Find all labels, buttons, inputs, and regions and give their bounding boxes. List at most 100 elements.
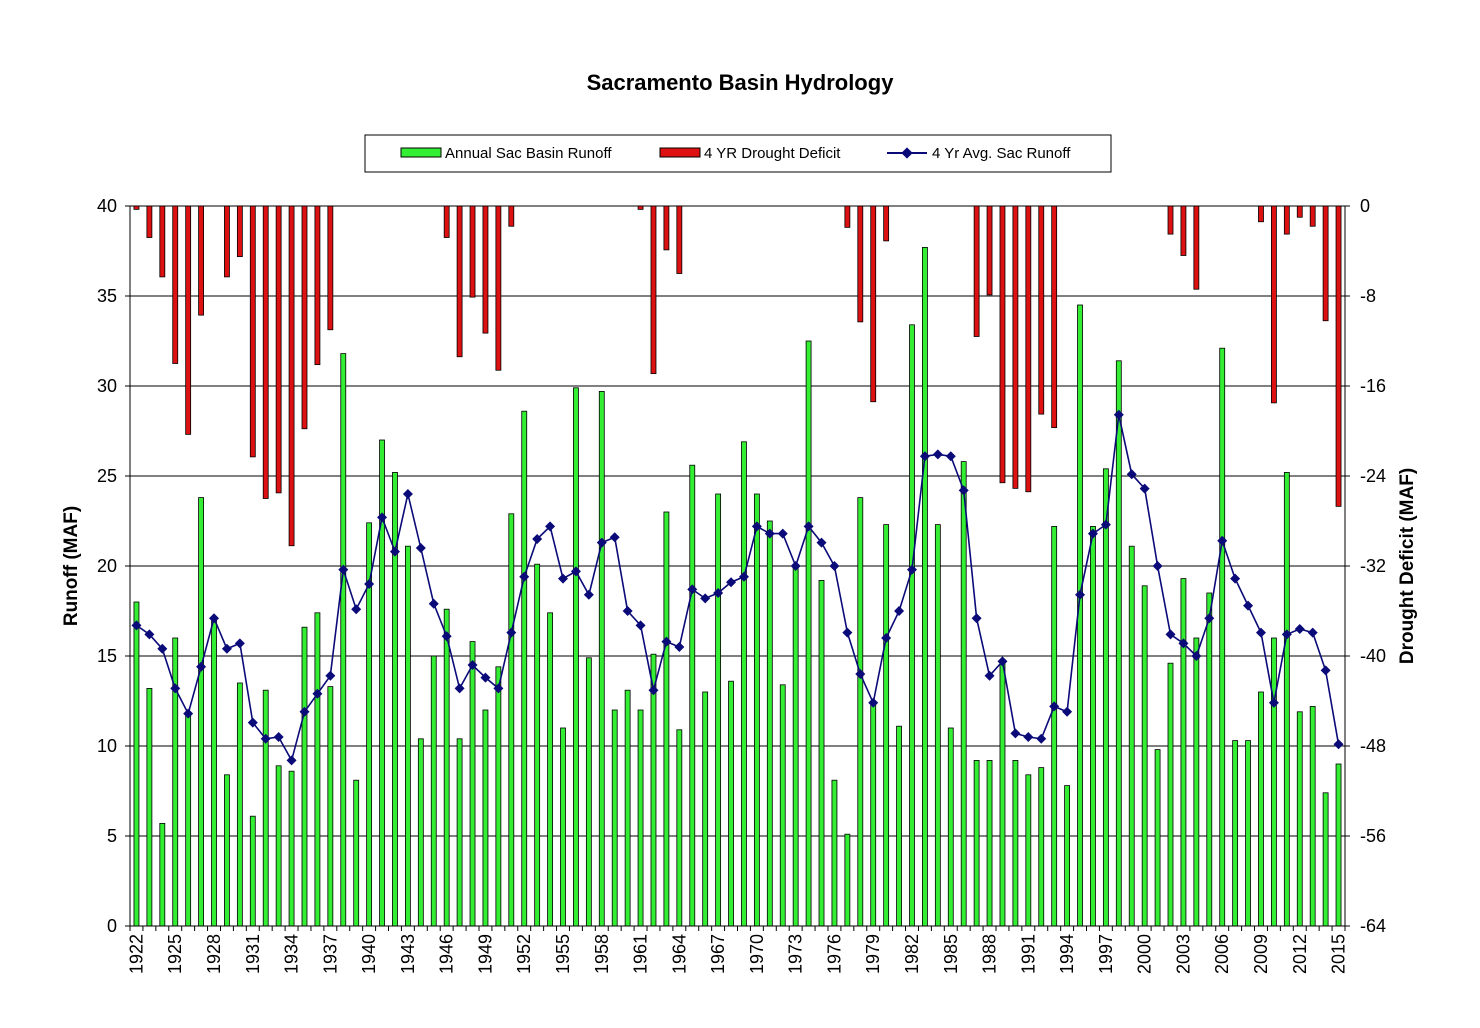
runoff-bar-2004 — [1193, 637, 1200, 927]
avg-runoff-point-2011 — [1281, 629, 1292, 640]
x-tick-label-2006: 2006 — [1212, 934, 1232, 974]
avg-runoff-point-2005 — [1204, 613, 1215, 624]
avg-runoff-point-1928 — [209, 613, 220, 624]
avg-runoff-point-1997 — [1100, 519, 1111, 530]
legend-swatch-runoff — [400, 147, 442, 158]
avg-runoff-point-1945 — [428, 598, 439, 609]
x-tick-label-1982: 1982 — [902, 934, 922, 974]
deficit-bar-1980 — [883, 205, 890, 242]
avg-runoff-point-1999 — [1126, 469, 1137, 480]
runoff-bar-1922 — [133, 601, 140, 927]
avg-runoff-point-1977 — [842, 627, 853, 638]
x-axis-ticks: 1922 1925 1928 1931 1934 1937 1940 1943 1946 1949… — [126, 926, 1349, 974]
avg-runoff-point-1966 — [700, 593, 711, 604]
x-tick-label-2003: 2003 — [1173, 934, 1193, 974]
y-axis-label: Runoff (MAF) — [61, 506, 82, 626]
runoff-bar-1982 — [909, 324, 915, 927]
avg-runoff-point-1926 — [183, 708, 194, 719]
runoff-bar-1996 — [1090, 526, 1096, 927]
avg-runoff-point-1938 — [338, 564, 349, 575]
legend-label-avg: 4 Yr Avg. Sac Runoff — [932, 145, 1071, 162]
deficit-bar-1988 — [986, 205, 993, 296]
avg-runoff-point-1981 — [894, 606, 905, 616]
x-tick-label-1931: 1931 — [243, 934, 263, 974]
runoff-bar-1967 — [715, 493, 722, 927]
avg-runoff-point-1922 — [131, 620, 142, 631]
x-tick-label-1943: 1943 — [398, 934, 418, 974]
runoff-bar-2003 — [1180, 578, 1187, 927]
y2-tick-label-8: -64 — [1360, 916, 1386, 936]
avg-runoff-point-1992 — [1036, 733, 1047, 744]
y-tick-label-2: 10 — [97, 736, 117, 756]
x-tick-label-1964: 1964 — [669, 934, 689, 974]
deficit-bar-1962 — [650, 205, 657, 375]
y2-tick-label-1: -8 — [1360, 286, 1376, 306]
avg-runoff-point-1971 — [764, 528, 775, 539]
runoff-bar-1992 — [1038, 767, 1045, 927]
runoff-bar-1999 — [1128, 545, 1135, 927]
runoff-bar-1965 — [689, 464, 696, 927]
x-tick-label-1958: 1958 — [592, 934, 612, 974]
y2-tick-label-4: -32 — [1360, 556, 1386, 576]
y2-axis-label: Drought Deficit (MAF) — [1397, 468, 1418, 664]
y-tick-label-0: 0 — [107, 916, 117, 936]
runoff-bar-1959 — [611, 709, 618, 927]
avg-runoff-point-1976 — [829, 561, 840, 571]
runoff-bar-1970 — [753, 493, 760, 927]
x-tick-label-1961: 1961 — [631, 934, 651, 974]
runoff-bar-1984 — [934, 524, 941, 927]
x-tick-label-1934: 1934 — [282, 934, 302, 974]
avg-runoff-point-1949 — [480, 672, 491, 683]
avg-runoff-point-1984 — [932, 449, 943, 460]
deficit-bar-2014 — [1322, 205, 1329, 322]
avg-runoff-point-1939 — [351, 604, 362, 615]
x-tick-label-1979: 1979 — [863, 934, 883, 974]
y2-tick-label-5: -40 — [1360, 646, 1386, 666]
avg-runoff-point-2010 — [1268, 697, 1279, 708]
deficit-bar-1951 — [508, 205, 515, 227]
runoff-bar-2008 — [1245, 740, 1251, 927]
avg-runoff-point-1975 — [816, 537, 827, 548]
avg-runoff-point-1959 — [609, 532, 620, 543]
runoff-bar-2000 — [1141, 585, 1148, 927]
runoff-bar-1963 — [663, 511, 670, 927]
deficit-bar-1991 — [1025, 205, 1032, 493]
deficit-bar-1927 — [198, 205, 204, 316]
deficit-bar-1922 — [133, 205, 140, 210]
avg-runoff-point-1950 — [493, 683, 504, 694]
x-tick-label-1946: 1946 — [437, 934, 457, 974]
avg-runoff-point-2009 — [1255, 627, 1266, 638]
avg-runoff-point-1979 — [868, 697, 879, 708]
x-tick-label-1991: 1991 — [1018, 934, 1038, 974]
runoff-bar-1987 — [973, 760, 980, 927]
y2-tick-label-0: 0 — [1360, 196, 1370, 216]
legend-marker-avg — [901, 147, 913, 159]
avg-runoff-point-1978 — [855, 669, 866, 679]
deficit-bar-1989 — [999, 205, 1006, 484]
avg-runoff-point-2000 — [1139, 483, 1150, 494]
avg-runoff-point-2007 — [1230, 573, 1241, 584]
deficit-bar-1929 — [224, 205, 230, 278]
x-tick-label-1997: 1997 — [1096, 934, 1116, 974]
runoff-bar-1926 — [185, 713, 192, 927]
avg-runoff-point-1983 — [919, 451, 930, 462]
deficit-bar-1987 — [973, 205, 980, 337]
avg-runoff-point-1986 — [958, 485, 969, 496]
deficit-bar-1948 — [469, 205, 476, 298]
avg-runoff-point-1934 — [286, 755, 297, 766]
runoff-bar-1972 — [779, 684, 786, 927]
x-tick-label-1955: 1955 — [553, 934, 573, 974]
deficit-bar-1930 — [236, 205, 243, 258]
runoff-bar-1966 — [702, 691, 709, 927]
runoff-bar-1956 — [573, 387, 579, 927]
avg-runoff-point-1954 — [545, 521, 556, 532]
avg-runoff-point-1969 — [738, 571, 749, 582]
legend-label-runoff: Annual Sac Basin Runoff — [445, 145, 612, 162]
avg-runoff-point-1989 — [997, 656, 1008, 667]
runoff-bar-1936 — [314, 612, 321, 927]
avg-runoff-point-2001 — [1152, 561, 1163, 571]
runoff-bar-1994 — [1064, 785, 1071, 927]
runoff-bar-1964 — [676, 729, 683, 927]
avg-runoff-point-1937 — [325, 670, 336, 681]
avg-runoff-point-1932 — [260, 733, 271, 744]
